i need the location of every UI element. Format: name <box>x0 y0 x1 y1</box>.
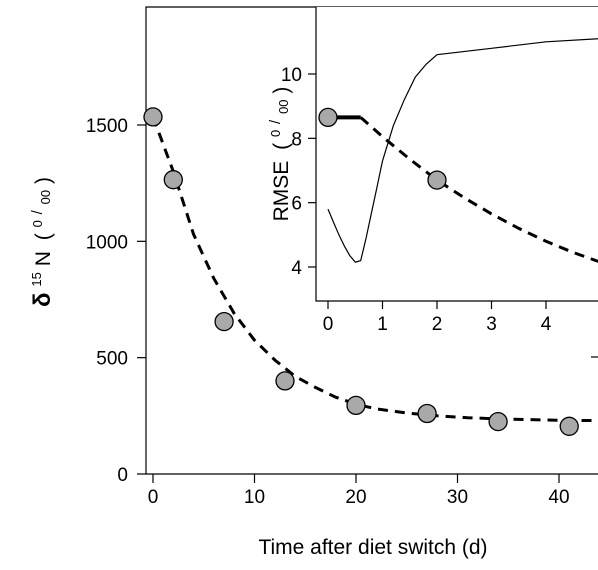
main-data-point <box>346 395 366 416</box>
main-x-tick-label: 10 <box>244 487 265 508</box>
inset-y-axis-title: RMSE ( 0 / 00 ) <box>262 87 293 222</box>
main-data-points-group <box>143 107 579 436</box>
main-y-tick-label: 500 <box>96 349 128 370</box>
inset-data-point <box>427 170 447 190</box>
main-x-axis-title: Time after diet switch (d) <box>258 536 487 559</box>
inset-plot: 0 1 2 3 4 4 6 8 10 RMSE ( 0 / 00 ) <box>262 7 598 335</box>
inset-x-tick-label: 3 <box>486 314 497 335</box>
main-x-tick-label: 40 <box>548 487 569 508</box>
main-data-point <box>214 311 234 332</box>
main-x-tick-label: 20 <box>345 487 366 508</box>
main-x-ticks: 0 10 20 30 40 <box>148 474 570 508</box>
inset-y-tick-label: 10 <box>281 65 302 86</box>
inset-y-axis-unit-open: ( <box>270 143 293 150</box>
main-x-tick-label: 0 <box>148 487 159 508</box>
inset-x-tick-label: 1 <box>377 314 388 335</box>
main-data-point <box>488 411 508 432</box>
main-x-tick-label: 30 <box>447 487 468 508</box>
main-y-axis-unit-close: ) <box>32 177 55 184</box>
inset-y-axis-unit-close: ) <box>270 87 293 94</box>
main-data-point <box>275 371 295 391</box>
inset-rmse-curve <box>327 38 598 263</box>
main-data-point <box>143 107 163 127</box>
main-data-point <box>417 403 437 424</box>
inset-x-tick-label: 4 <box>541 314 552 335</box>
inset-y-ticks: 4 6 8 10 <box>281 65 316 279</box>
inset-data-point <box>318 107 338 128</box>
main-y-tick-label: 1000 <box>86 232 128 253</box>
main-y-ticks: 0 500 1000 1500 <box>86 116 598 486</box>
main-data-point <box>559 416 579 436</box>
inset-y-axis-text: RMSE <box>270 161 293 222</box>
inset-y-tick-label: 8 <box>291 129 302 150</box>
main-y-axis-element: N <box>32 251 55 266</box>
inset-data-points-group <box>318 107 447 190</box>
main-y-axis-unit-slash: / <box>29 209 46 214</box>
inset-y-axis-unit-denominator: 00 <box>276 99 291 113</box>
main-y-tick-label: 1500 <box>86 116 128 137</box>
inset-x-tick-label: 0 <box>323 314 334 335</box>
inset-y-axis-unit-numerator: 0 <box>268 130 283 137</box>
inset-x-tick-label: 2 <box>432 314 443 335</box>
inset-y-axis-unit-slash: / <box>267 119 284 124</box>
main-y-tick-label: 0 <box>117 465 128 486</box>
main-y-axis-delta: δ <box>29 292 56 307</box>
inset-dashed-curve <box>359 116 598 263</box>
inset-frame <box>315 7 598 302</box>
main-y-axis-unit-numerator: 0 <box>30 220 45 227</box>
inset-y-tick-label: 6 <box>291 194 302 215</box>
inset-background <box>316 7 598 301</box>
main-data-point <box>163 170 183 190</box>
main-y-axis-superscript: 15 <box>29 272 44 286</box>
main-y-axis-title: δ 15 N ( 0 / 00 ) <box>23 177 56 307</box>
main-y-axis-unit-open: ( <box>32 233 55 240</box>
inset-y-tick-label: 4 <box>291 258 302 279</box>
main-y-axis-unit-denominator: 00 <box>38 190 53 204</box>
inset-x-ticks: 0 1 2 3 4 <box>323 301 552 335</box>
